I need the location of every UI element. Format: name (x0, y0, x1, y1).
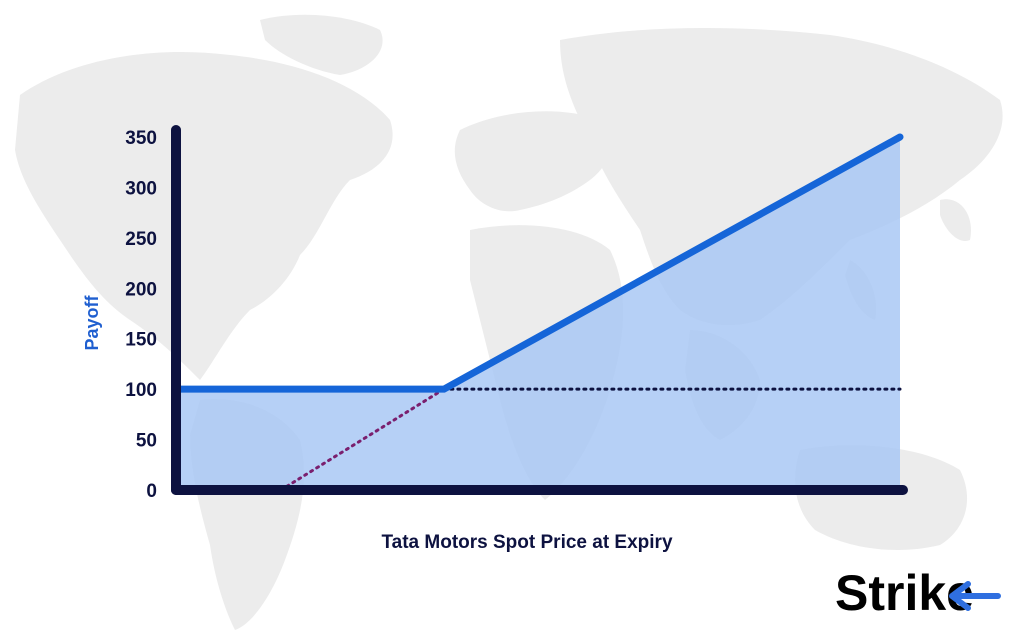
strike-logo: Strike (835, 565, 1001, 621)
y-tick-label: 200 (125, 279, 157, 300)
reference-diagonal-dotted-line (279, 387, 446, 492)
y-tick-label: 250 (125, 229, 157, 250)
logo-text: Strike (835, 565, 974, 621)
y-tick-label: 100 (125, 380, 157, 401)
y-tick-label: 350 (125, 128, 157, 149)
y-axis-title: Payoff (82, 294, 102, 350)
payoff-area-fill (176, 137, 900, 490)
y-tick-label: 50 (136, 431, 157, 452)
y-tick-label: 0 (146, 481, 157, 502)
y-tick-label: 150 (125, 330, 157, 351)
arrow-left-icon (949, 581, 1001, 611)
x-axis-title: Tata Motors Spot Price at Expiry (381, 532, 672, 553)
y-tick-labels: 0 50 100 150 200 250 300 350 (125, 128, 157, 502)
y-tick-label: 300 (125, 178, 157, 199)
payoff-line (172, 133, 904, 393)
